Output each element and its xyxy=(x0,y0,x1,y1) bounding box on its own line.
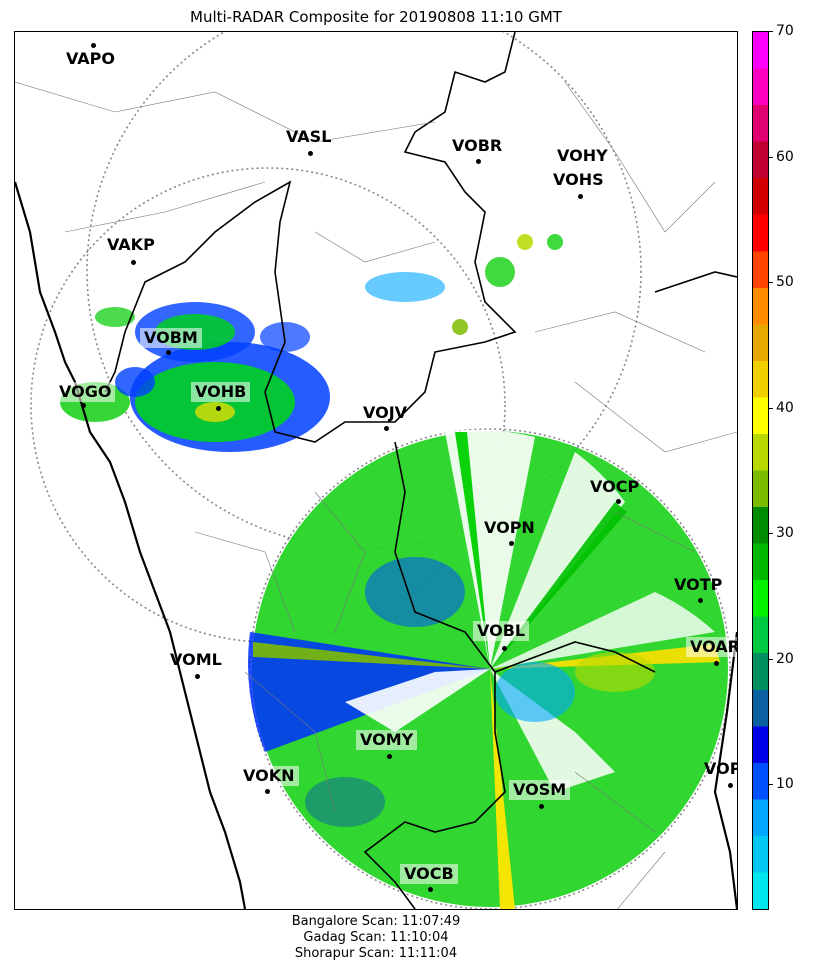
station-label-vohb: VOHB xyxy=(191,382,251,402)
map-canvas xyxy=(15,32,737,909)
range-circle-shorapur xyxy=(86,32,642,549)
station-label-vokn: VOKN xyxy=(239,766,299,786)
station-dot-vobr xyxy=(476,159,481,164)
station-dot-votp xyxy=(698,598,703,603)
station-label-vobl: VOBL xyxy=(473,621,530,641)
colorbar-tick-label: 20 xyxy=(776,650,794,667)
district-boundaries xyxy=(15,81,737,909)
station-label-vopc: VOPC xyxy=(704,759,737,778)
station-dot-vapo xyxy=(91,43,96,48)
station-dot-vomy xyxy=(387,754,392,759)
range-circle-bangalore xyxy=(249,428,731,909)
station-dot-vopc xyxy=(728,783,733,788)
station-label-vocp: VOCP xyxy=(590,477,640,496)
station-label-vomy: VOMY xyxy=(356,730,418,750)
state-boundary-east xyxy=(494,271,737,673)
state-boundary-south xyxy=(363,441,506,909)
station-dot-vohb xyxy=(216,406,221,411)
station-label-vohs: VOHS xyxy=(553,170,604,189)
station-dot-vogo xyxy=(81,403,86,408)
station-dot-vakp xyxy=(131,260,136,265)
station-label-vohy: VOHY xyxy=(557,146,608,165)
reflectivity-colorbar xyxy=(752,31,769,910)
station-dot-voar xyxy=(714,661,719,666)
station-dot-vokn xyxy=(265,789,270,794)
colorbar-tick xyxy=(769,282,773,284)
station-label-vobm: VOBM xyxy=(140,328,202,348)
scan-time-shorapur: Shorapur Scan: 11:11:04 xyxy=(294,946,458,961)
station-dot-vobm xyxy=(166,350,171,355)
colorbar-tick-label: 30 xyxy=(776,525,794,542)
station-label-vogo: VOGO xyxy=(55,382,116,402)
map-title: Multi-RADAR Composite for 20190808 11:10… xyxy=(190,8,562,26)
station-label-vakp: VAKP xyxy=(107,235,155,254)
colorbar-tick xyxy=(769,31,773,32)
range-circle-gadag xyxy=(30,167,506,643)
east-coastline xyxy=(713,631,737,909)
station-label-vasl: VASL xyxy=(286,127,332,146)
station-label-vobr: VOBR xyxy=(452,136,503,155)
station-dot-vopn xyxy=(509,541,514,546)
station-label-vosm: VOSM xyxy=(509,780,571,800)
station-label-vocb: VOCB xyxy=(400,864,458,884)
station-dot-vojv xyxy=(384,426,389,431)
station-label-voar: VOAR xyxy=(686,637,737,657)
colorbar-tick-label: 60 xyxy=(776,148,794,165)
station-label-vojv: VOJV xyxy=(363,403,408,422)
station-dot-vosm xyxy=(539,804,544,809)
colorbar-tick xyxy=(769,407,773,409)
colorbar-tick xyxy=(769,533,773,535)
station-dot-vohs xyxy=(578,194,583,199)
scan-times: Bangalore Scan: 11:07:49 Gadag Scan: 11:… xyxy=(14,914,738,962)
scan-time-bangalore: Bangalore Scan: 11:07:49 xyxy=(291,914,461,929)
station-label-voml: VOML xyxy=(170,650,222,669)
colorbar-tick-label: 70 xyxy=(776,23,794,39)
station-dot-vobl xyxy=(502,646,507,651)
coastline xyxy=(15,181,247,909)
radar-map[interactable]: VAPO VASL VOBR VOHY VOHS VAKP VOBM VOGO … xyxy=(14,31,738,910)
northwest-echoes xyxy=(60,302,330,452)
northeast-echoes xyxy=(365,234,563,335)
colorbar-tick-label: 10 xyxy=(776,776,794,793)
station-dot-vasl xyxy=(308,151,313,156)
colorbar-tick-label: 40 xyxy=(776,399,794,416)
colorbar-tick xyxy=(769,784,773,786)
station-dot-vocb xyxy=(428,887,433,892)
station-label-vapo: VAPO xyxy=(66,49,116,68)
colorbar-tick-label: 50 xyxy=(776,274,794,291)
station-label-vopn: VOPN xyxy=(484,518,535,537)
state-boundary xyxy=(104,32,517,443)
station-label-votp: VOTP xyxy=(674,575,723,594)
scan-time-gadag: Gadag Scan: 11:10:04 xyxy=(303,930,449,945)
colorbar-tick xyxy=(769,658,773,660)
station-dot-vocp xyxy=(616,499,621,504)
colorbar-tick xyxy=(769,156,773,158)
bangalore-radar-coverage xyxy=(247,429,728,909)
station-dot-voml xyxy=(195,674,200,679)
